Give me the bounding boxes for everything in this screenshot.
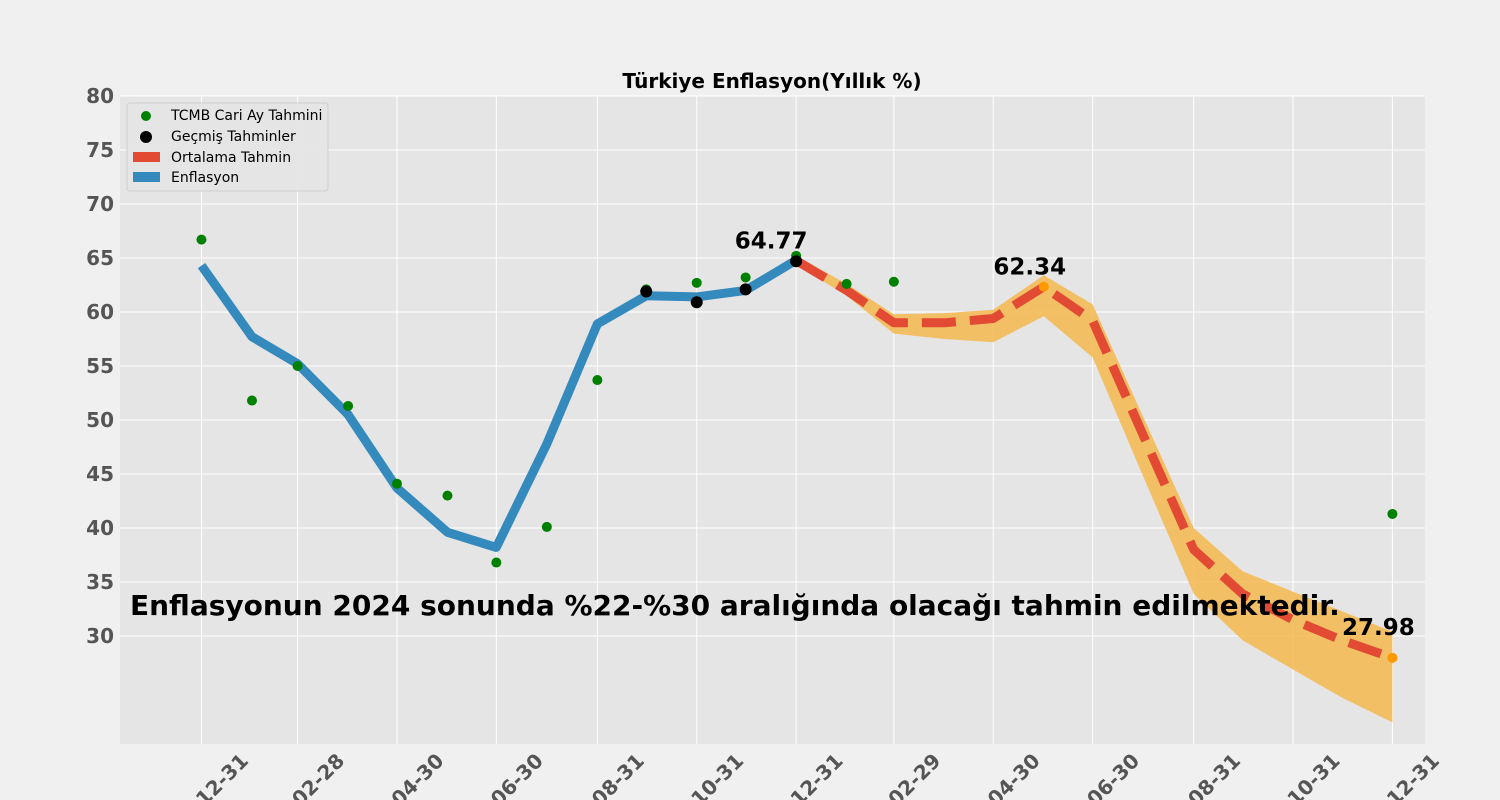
y-tick-label: 70	[86, 192, 114, 216]
scatter-point-tcmb	[691, 277, 702, 288]
forecast-band-area	[796, 255, 1393, 723]
y-tick-label: 65	[86, 246, 114, 270]
annotation-label: 27.98	[1342, 615, 1415, 641]
scatter-point-tcmb	[343, 400, 354, 411]
legend-label-gecmis: Geçmiş Tahminler	[171, 129, 296, 145]
annotation-label: 62.34	[993, 255, 1066, 281]
series-line-ortalama-tahmin	[793, 256, 1394, 663]
forecast-marker	[1038, 281, 1049, 292]
scatter-point-tcmb	[1387, 508, 1398, 519]
scatter-point-tcmb	[391, 478, 402, 489]
annotations: 64.77 62.34 27.98	[735, 228, 1415, 640]
scatter-point-tcmb	[740, 272, 751, 283]
scatter-point-gecmis	[739, 283, 752, 296]
forecast-note: Enflasyonun 2024 sonunda %22-%30 aralığı…	[130, 589, 1340, 622]
legend-marker-enflasyon	[133, 172, 160, 182]
scatter-point-tcmb	[246, 395, 257, 406]
legend-box	[126, 102, 329, 192]
legend-label-enflasyon: Enflasyon	[171, 170, 239, 186]
scatter-point-tcmb	[841, 278, 852, 289]
legend-marker-ortalama	[133, 152, 160, 162]
y-tick-label: 50	[86, 408, 114, 432]
y-tick-label: 55	[86, 354, 114, 378]
y-tick-label: 75	[86, 138, 114, 162]
scatter-point-tcmb	[196, 234, 207, 245]
scatter-point-tcmb	[292, 361, 303, 371]
forecast-marker	[1387, 652, 1398, 663]
y-tick-label: 30	[86, 624, 114, 648]
forecast-band	[796, 255, 1393, 723]
y-tick-label: 60	[86, 300, 114, 324]
chart-title: Türkiye Enflasyon(Yıllık %)	[622, 69, 921, 93]
y-tick-label: 40	[86, 516, 114, 540]
legend-marker-gecmis	[140, 131, 152, 143]
legend-marker-tcmb	[141, 111, 151, 121]
scatter-point-tcmb	[442, 490, 453, 501]
y-tick-label: 80	[86, 84, 114, 108]
annotation-label: 64.77	[735, 228, 808, 254]
legend-label-ortalama: Ortalama Tahmin	[171, 150, 291, 166]
series-points	[196, 234, 1398, 663]
scatter-point-gecmis	[790, 255, 803, 268]
y-tick-label: 45	[86, 462, 114, 486]
scatter-point-gecmis	[690, 296, 703, 309]
scatter-point-tcmb	[592, 375, 603, 386]
legend-label-tcmb: TCMB Cari Ay Tahmini	[170, 108, 322, 124]
legend: TCMB Cari Ay Tahmini Geçmiş Tahminler Or…	[126, 102, 329, 192]
scatter-point-tcmb	[541, 521, 552, 532]
scatter-point-tcmb	[888, 276, 899, 287]
y-tick-label: 35	[86, 570, 114, 594]
scatter-point-tcmb	[491, 557, 502, 568]
scatter-point-gecmis	[640, 285, 653, 298]
